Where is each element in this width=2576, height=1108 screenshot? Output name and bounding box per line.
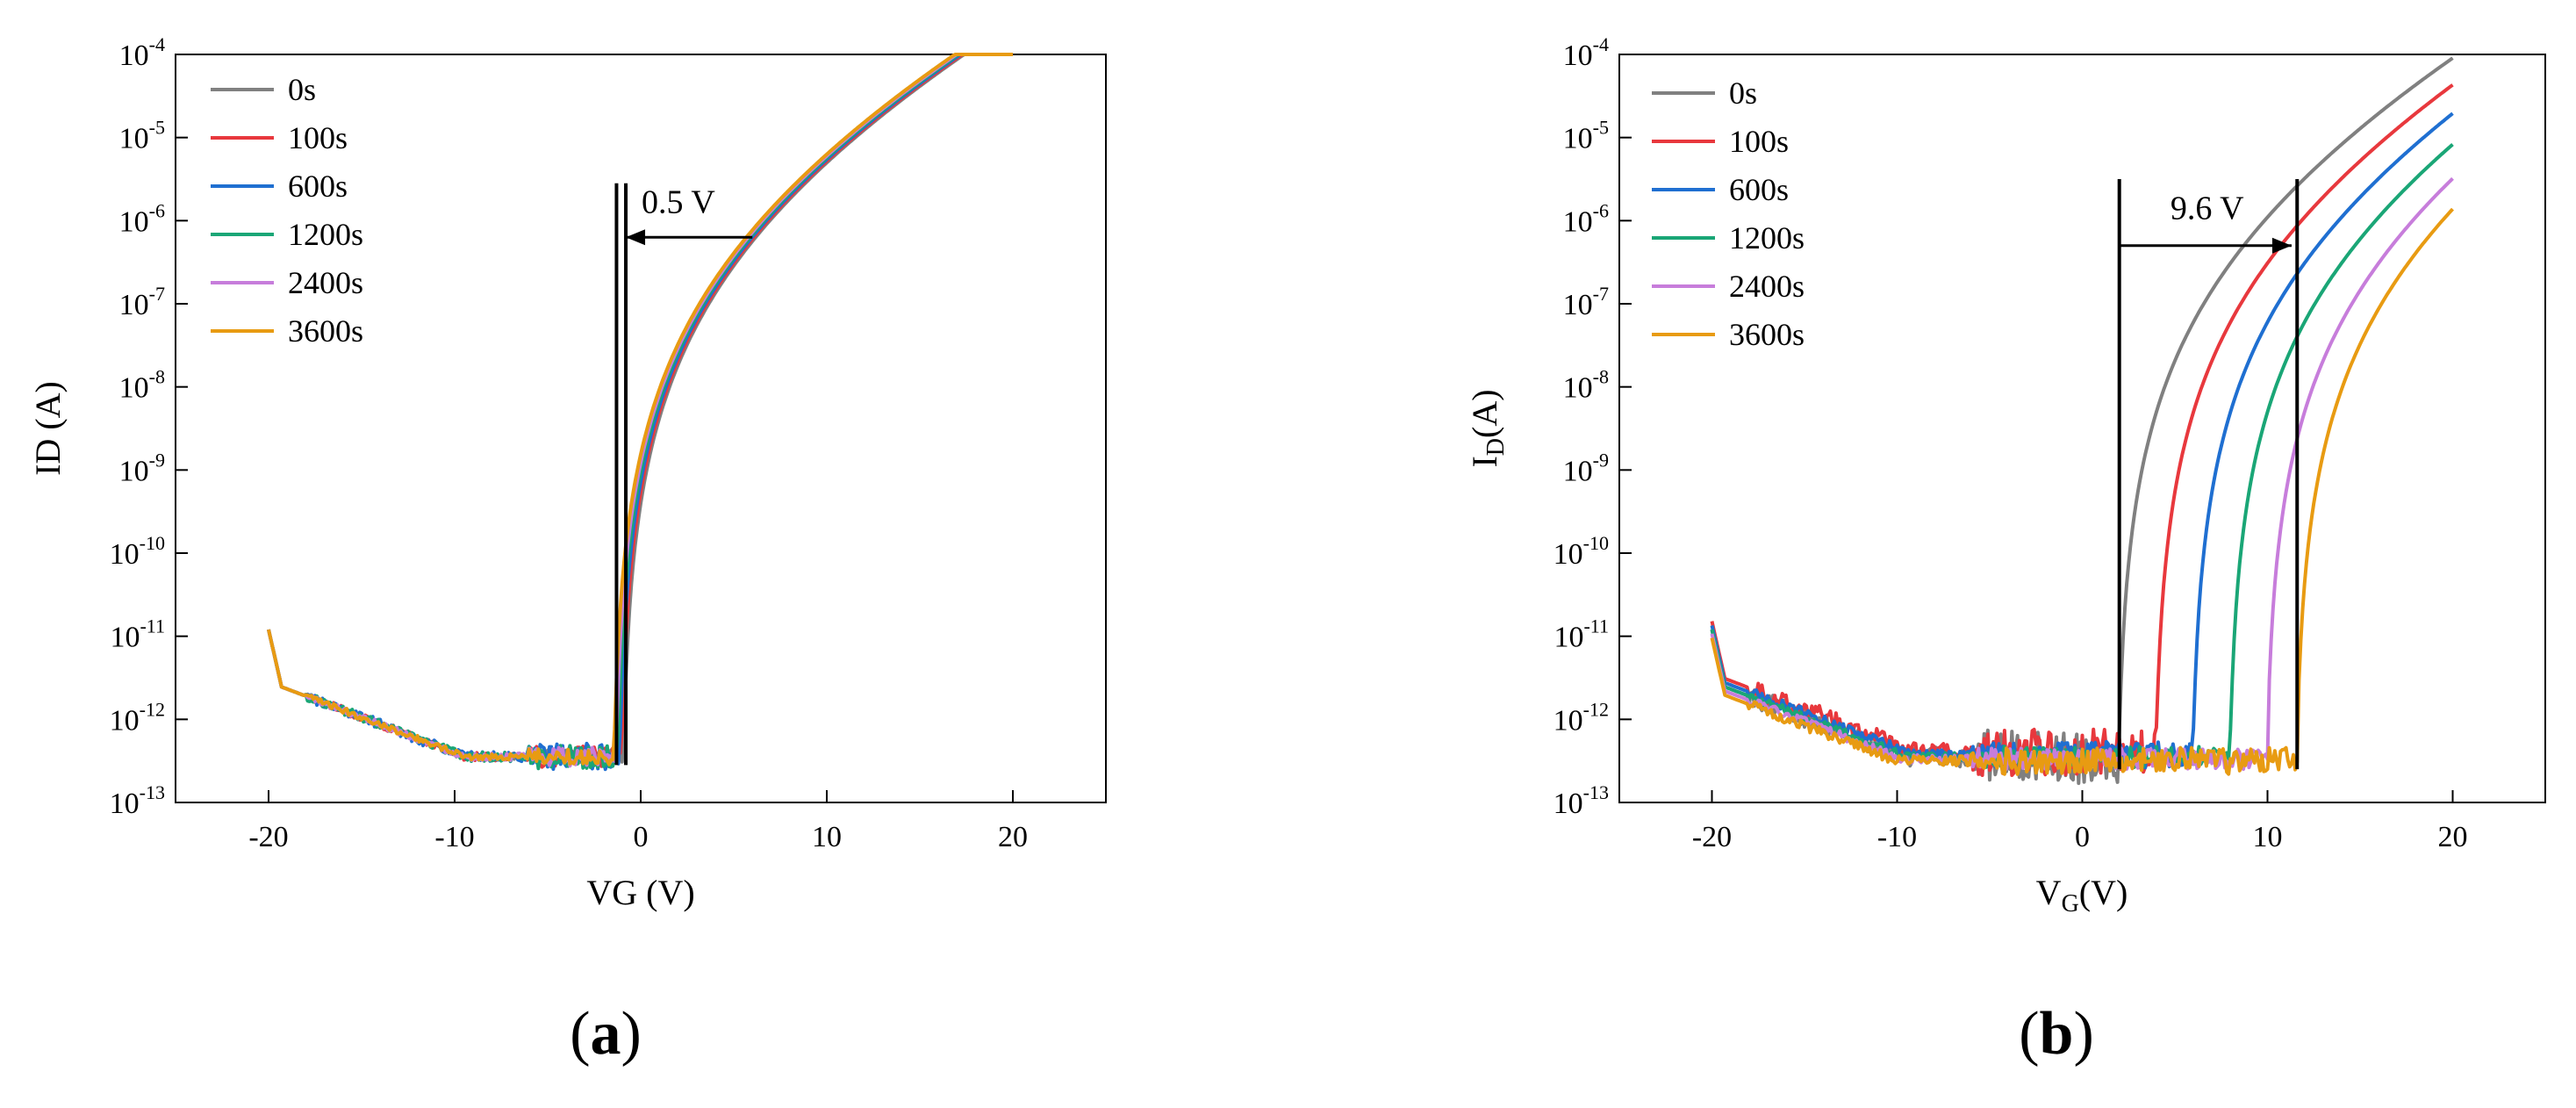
panel-a-y-tick-label: 10-10 [110, 532, 165, 571]
panel-b-series-100s-line [1710, 83, 2454, 777]
panel-a-y-tick-label: 10-8 [119, 366, 165, 405]
panel-a-legend-label-100s: 100s [288, 120, 348, 155]
panel-b-y-tick-label: 10-11 [1553, 615, 1609, 654]
panel-a-series-3600s-line [267, 53, 1013, 766]
panel-a-label: (a) [570, 1000, 642, 1068]
panel-b-shift-label: 9.6 V [2171, 191, 2244, 227]
panel-a-legend-label-3600s: 3600s [288, 313, 363, 349]
panel-a-legend-label-1200s: 1200s [288, 217, 363, 252]
panel-a-x-tick-label: 0 [634, 821, 649, 853]
panel-a-series-1200s-line [267, 53, 1013, 771]
panel-a-x-tick-label: -10 [434, 821, 474, 853]
panel-b-y-axis-label: ID(A) [1465, 389, 1510, 467]
panel-a-series-100s-line [267, 53, 1013, 769]
panel-b-series-group [1710, 56, 2454, 786]
panel-a-ticks: -20 -10 0 10 20 10-4 10-5 10-6 10-7 10-8 10-9 10-10… [110, 33, 1028, 853]
panel-a-y-tick-label: 10-9 [119, 449, 165, 487]
panel-b-legend: 0s 100s 600s 1200s 2400s 3600s [1652, 76, 1805, 352]
panel-b-x-tick-label: 0 [2075, 821, 2090, 853]
panel-b-y-axis-unit: (A) [1465, 389, 1504, 438]
panel-a-plot-frame [175, 54, 1107, 803]
panel-b-legend-label-0s: 0s [1729, 76, 1757, 111]
panel-a-legend-label-0s: 0s [288, 72, 316, 107]
panel-a-y-tick-label: 10-5 [119, 117, 165, 155]
panel-b-x-tick-label: -20 [1692, 821, 1732, 853]
panel-a-x-tick-label: 10 [812, 821, 842, 853]
panel-b-y-tick-label: 10-8 [1563, 366, 1609, 405]
panel-b-x-tick-label: 10 [2253, 821, 2283, 853]
panel-b-legend-label-1200s: 1200s [1729, 220, 1805, 255]
panel-b-y-axis-sub: D [1482, 438, 1510, 456]
panel-b-y-tick-label: 10-4 [1563, 33, 1609, 72]
panel-a-series-600s-line [267, 53, 1013, 772]
panel-b-legend-label-2400s: 2400s [1729, 269, 1805, 304]
panel-a-x-tick-label: 20 [998, 821, 1028, 853]
panel-a-y-tick-label: 10-13 [110, 781, 165, 820]
panel-b-chart: -20 -10 0 10 20 10-4 10-5 10-6 10-7 10-8 10-9 10-10… [1465, 33, 2546, 1068]
panel-b-annotation: 9.6 V [2117, 179, 2300, 770]
panel-b-y-axis-main: I [1465, 456, 1504, 467]
panel-b-legend-label-3600s: 3600s [1729, 317, 1805, 352]
panel-a-annotation: 0.5 V [614, 183, 753, 766]
panel-b-y-tick-label: 10-12 [1553, 698, 1609, 737]
panel-b-series-2400s-line [1710, 176, 2454, 772]
panel-b-y-tick-label: 10-13 [1553, 781, 1609, 820]
panel-b-x-axis-unit: (V) [2079, 873, 2128, 912]
panel-b-label: (b) [2019, 1000, 2094, 1068]
panel-a-x-tick-label: -20 [248, 821, 288, 853]
panel-a-y-tick-label: 10-7 [119, 283, 165, 321]
panel-a-series-group [267, 53, 1013, 772]
panel-b-legend-label-100s: 100s [1729, 124, 1789, 159]
panel-a-legend-label-600s: 600s [288, 169, 348, 204]
panel-b-x-axis-sub: G [2062, 890, 2079, 917]
panel-b-x-tick-label: 20 [2438, 821, 2468, 853]
panel-b-series-600s-line [1710, 112, 2454, 770]
panel-b-arrow-head [2271, 237, 2292, 254]
panel-a-x-axis-label: VG (V) [586, 873, 694, 912]
panel-b-y-tick-label: 10-6 [1563, 199, 1609, 238]
panel-a-legend-label-2400s: 2400s [288, 265, 363, 300]
panel-a-chart: -20 -10 0 10 20 10-4 10-5 10-6 10-7 10-8 10-9 10-10… [28, 33, 1107, 1068]
panel-a-y-axis-label: ID (A) [28, 381, 68, 476]
panel-b-x-tick-label: -10 [1877, 821, 1917, 853]
panel-a-y-tick-label: 10-12 [110, 698, 165, 737]
panel-a-y-tick-label: 10-6 [119, 199, 165, 238]
panel-b-letter: b [2040, 1000, 2074, 1068]
panel-a-arrow-head [626, 229, 646, 246]
panel-b-legend-label-600s: 600s [1729, 172, 1789, 207]
panel-b-series-3600s-line [1710, 207, 2454, 776]
panel-a-y-tick-label: 10-11 [110, 615, 165, 654]
panel-b-y-tick-label: 10-5 [1563, 117, 1609, 155]
panel-b-series-1200s-line [1710, 142, 2454, 769]
panel-a-shift-label: 0.5 V [642, 183, 715, 220]
panel-a-y-tick-label: 10-4 [119, 33, 165, 72]
panel-a-legend: 0s 100s 600s 1200s 2400s 3600s [211, 72, 363, 349]
panel-a-series-0s-line [267, 53, 1013, 766]
panel-b-y-tick-label: 10-9 [1563, 449, 1609, 487]
panel-b-y-tick-label: 10-10 [1553, 532, 1609, 571]
panel-b-ticks: -20 -10 0 10 20 10-4 10-5 10-6 10-7 10-8 10-9 10-10… [1553, 33, 2468, 853]
panel-b-series-0s-line [1710, 56, 2454, 786]
panel-a-letter: a [591, 1000, 621, 1068]
panel-b-x-axis-main: V [2036, 873, 2062, 912]
panel-b-y-tick-label: 10-7 [1563, 283, 1609, 321]
panel-a-series-2400s-line [267, 53, 1013, 768]
panel-b-x-axis-label: VG(V) [2036, 873, 2128, 917]
